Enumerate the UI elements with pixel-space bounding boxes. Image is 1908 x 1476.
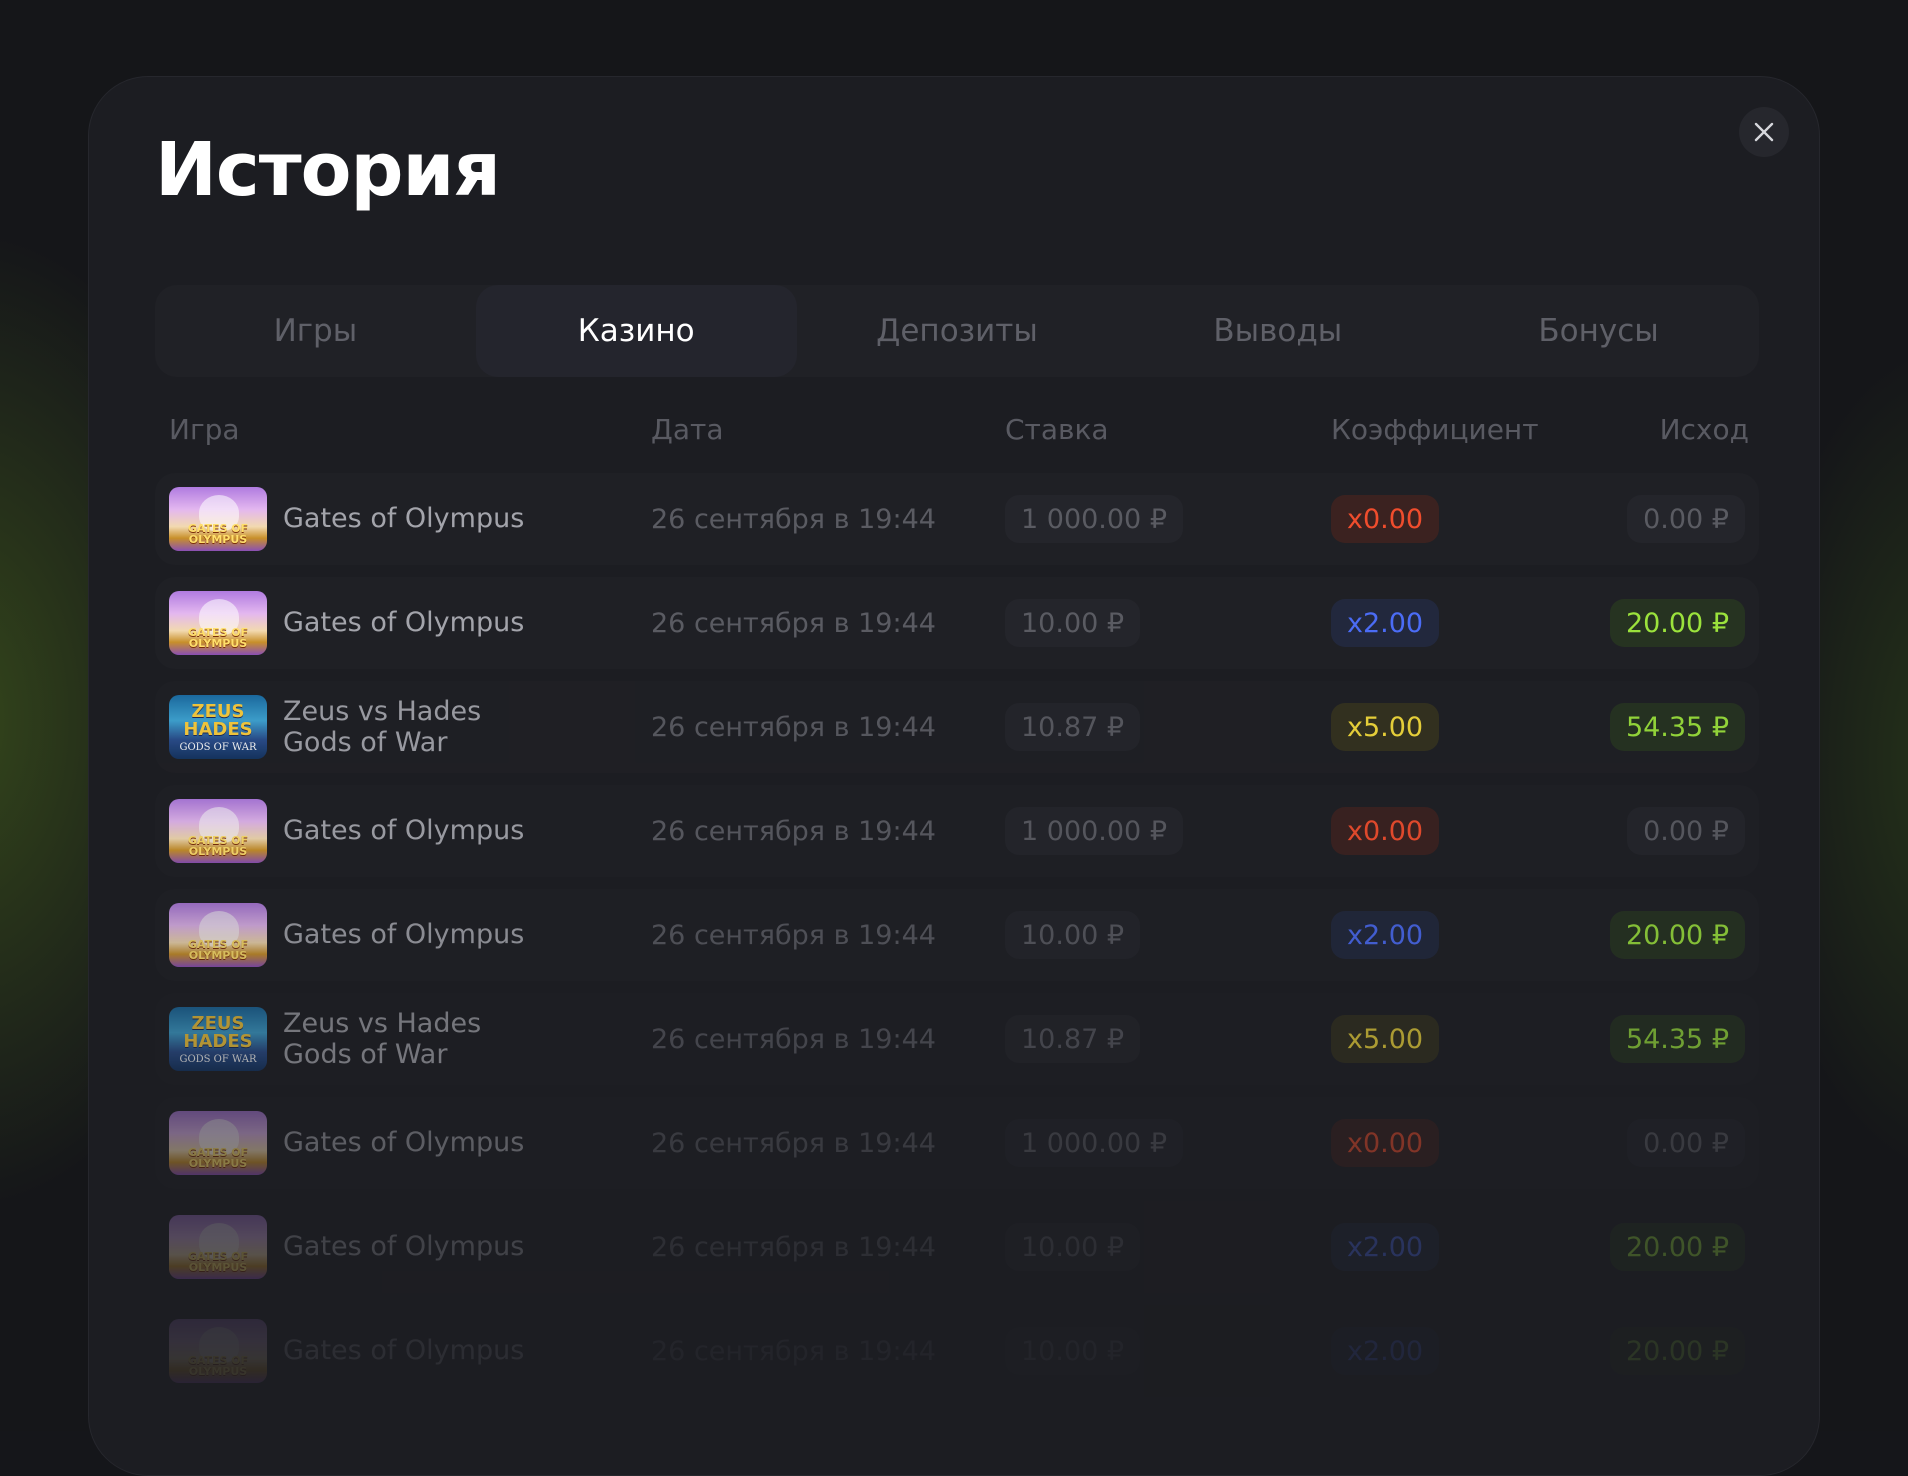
bet-date: 26 сентября в 19:44	[651, 1127, 936, 1159]
bet-date: 26 сентября в 19:44	[651, 1023, 936, 1055]
column-header-outcome: Исход	[1659, 413, 1749, 446]
bet-date: 26 сентября в 19:44	[651, 1335, 936, 1367]
outcome-badge: 54.35 ₽	[1609, 703, 1745, 751]
bet-amount: 10.87 ₽	[1005, 703, 1141, 751]
bet-amount: 10.00 ₽	[1005, 599, 1141, 647]
bet-amount: 1 000.00 ₽	[1005, 807, 1183, 855]
game-thumbnail: GATES OF OLYMPUS	[169, 903, 267, 967]
game-name: Gates of Olympus	[283, 1127, 525, 1159]
coefficient-badge: x0.00	[1331, 495, 1440, 543]
game-thumbnail: GATES OF OLYMPUS	[169, 591, 267, 655]
outcome-badge: 54.35 ₽	[1609, 1015, 1745, 1063]
table-row[interactable]: GATES OF OLYMPUS Gates of Olympus 26 сен…	[155, 473, 1759, 565]
bet-date: 26 сентября в 19:44	[651, 711, 936, 743]
coefficient-badge: x2.00	[1331, 1223, 1440, 1271]
outcome-badge: 0.00 ₽	[1627, 1119, 1745, 1167]
tab-bar: Игры Казино Депозиты Выводы Бонусы	[155, 285, 1759, 377]
table-row[interactable]: GATES OF OLYMPUS Gates of Olympus 26 сен…	[155, 1305, 1759, 1397]
close-icon	[1754, 122, 1774, 142]
outcome-badge: 0.00 ₽	[1627, 495, 1745, 543]
tab-games[interactable]: Игры	[273, 313, 358, 349]
game-name: Gates of Olympus	[283, 919, 525, 951]
history-modal: История Игры Казино Депозиты Выводы Бону…	[88, 76, 1820, 1476]
coefficient-badge: x5.00	[1331, 1015, 1440, 1063]
bet-amount: 10.00 ₽	[1005, 911, 1141, 959]
outcome-badge: 20.00 ₽	[1609, 911, 1745, 959]
tab-casino[interactable]: Казино	[475, 285, 797, 377]
table-header: Игра Дата Ставка Коэффициент Исход	[169, 413, 1749, 453]
tab-withdrawals[interactable]: Выводы	[1213, 313, 1343, 349]
tab-bonuses[interactable]: Бонусы	[1538, 313, 1659, 349]
table-row[interactable]: GATES OF OLYMPUS Gates of Olympus 26 сен…	[155, 889, 1759, 981]
tab-deposits[interactable]: Депозиты	[876, 313, 1038, 349]
history-table: GATES OF OLYMPUS Gates of Olympus 26 сен…	[155, 473, 1759, 1409]
coefficient-badge: x2.00	[1331, 1327, 1440, 1375]
game-thumbnail: ZEUS HADES GODS OF WAR	[169, 695, 267, 759]
bet-amount: 1 000.00 ₽	[1005, 1119, 1183, 1167]
game-name: Gates of Olympus	[283, 815, 525, 847]
table-row[interactable]: GATES OF OLYMPUS Gates of Olympus 26 сен…	[155, 1097, 1759, 1189]
game-thumbnail: GATES OF OLYMPUS	[169, 487, 267, 551]
bet-amount: 10.00 ₽	[1005, 1327, 1141, 1375]
game-name: Gates of Olympus	[283, 1335, 525, 1367]
table-row[interactable]: GATES OF OLYMPUS Gates of Olympus 26 сен…	[155, 577, 1759, 669]
bet-date: 26 сентября в 19:44	[651, 815, 936, 847]
game-name: Gates of Olympus	[283, 1231, 525, 1263]
outcome-badge: 0.00 ₽	[1627, 807, 1745, 855]
bet-amount: 10.87 ₽	[1005, 1015, 1141, 1063]
coefficient-badge: x5.00	[1331, 703, 1440, 751]
page-title: История	[155, 127, 501, 213]
game-name: Zeus vs Hades Gods of War	[283, 1007, 482, 1070]
outcome-badge: 20.00 ₽	[1609, 599, 1745, 647]
coefficient-badge: x2.00	[1331, 911, 1440, 959]
game-thumbnail: GATES OF OLYMPUS	[169, 1319, 267, 1383]
game-thumbnail: GATES OF OLYMPUS	[169, 1215, 267, 1279]
game-name: Gates of Olympus	[283, 607, 525, 639]
column-header-bet: Ставка	[1005, 413, 1109, 446]
game-thumbnail: GATES OF OLYMPUS	[169, 799, 267, 863]
column-header-date: Дата	[651, 413, 724, 446]
game-thumbnail: GATES OF OLYMPUS	[169, 1111, 267, 1175]
table-row[interactable]: GATES OF OLYMPUS Gates of Olympus 26 сен…	[155, 785, 1759, 877]
outcome-badge: 20.00 ₽	[1609, 1223, 1745, 1271]
coefficient-badge: x0.00	[1331, 1119, 1440, 1167]
table-row[interactable]: ZEUS HADES GODS OF WAR Zeus vs Hades Gods…	[155, 993, 1759, 1085]
bet-date: 26 сентября в 19:44	[651, 919, 936, 951]
bet-amount: 10.00 ₽	[1005, 1223, 1141, 1271]
column-header-coef: Коэффициент	[1331, 413, 1539, 446]
game-name: Zeus vs Hades Gods of War	[283, 695, 482, 758]
bet-amount: 1 000.00 ₽	[1005, 495, 1183, 543]
game-thumbnail: ZEUS HADES GODS OF WAR	[169, 1007, 267, 1071]
table-row[interactable]: ZEUS HADES GODS OF WAR Zeus vs Hades Gods…	[155, 681, 1759, 773]
coefficient-badge: x0.00	[1331, 807, 1440, 855]
column-header-game: Игра	[169, 413, 240, 446]
bet-date: 26 сентября в 19:44	[651, 503, 936, 535]
bet-date: 26 сентября в 19:44	[651, 1231, 936, 1263]
game-name: Gates of Olympus	[283, 503, 525, 535]
coefficient-badge: x2.00	[1331, 599, 1440, 647]
table-row[interactable]: GATES OF OLYMPUS Gates of Olympus 26 сен…	[155, 1201, 1759, 1293]
close-button[interactable]	[1739, 107, 1789, 157]
outcome-badge: 20.00 ₽	[1609, 1327, 1745, 1375]
bet-date: 26 сентября в 19:44	[651, 607, 936, 639]
